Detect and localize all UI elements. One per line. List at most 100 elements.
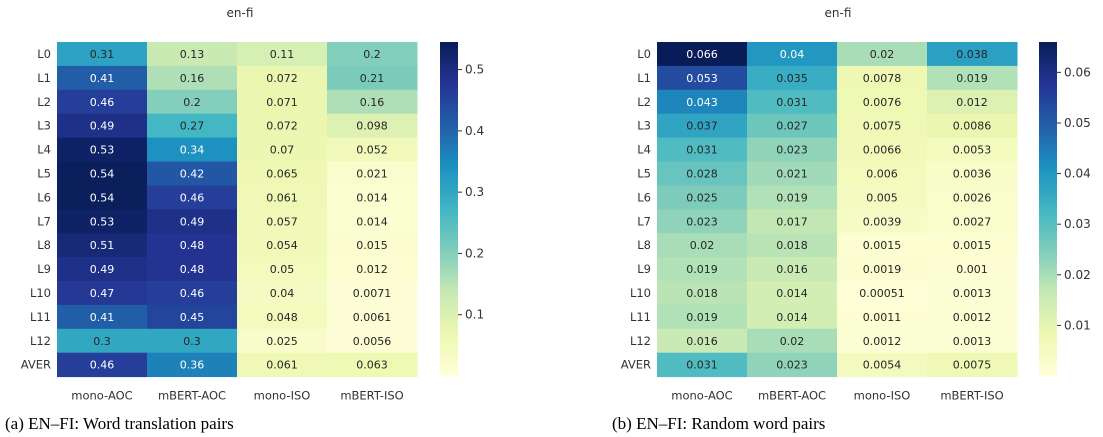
heatmap-cell <box>657 161 748 186</box>
y-tick-label: L1 <box>637 71 651 85</box>
cell-value-label: 0.021 <box>356 167 388 180</box>
cell-value-label: 0.2 <box>363 48 381 61</box>
heatmap-cell <box>57 233 148 258</box>
cell-value-label: 0.016 <box>686 335 718 348</box>
heatmap-cell <box>57 42 148 67</box>
heatmap-cell <box>237 257 328 282</box>
cell-value-label: 0.0056 <box>353 335 392 348</box>
heatmap-cell <box>747 137 838 162</box>
figure-caption: (a) EN–FI: Word translation pairs <box>5 414 234 433</box>
heatmap-cell <box>147 233 238 258</box>
cell-value-label: 0.49 <box>180 215 205 228</box>
cell-value-label: 0.005 <box>866 191 898 204</box>
cell-value-label: 0.038 <box>956 48 988 61</box>
heatmap-cell <box>747 65 838 91</box>
cell-value-label: 0.0066 <box>863 144 902 157</box>
heatmap-cell <box>927 137 1018 162</box>
cell-value-label: 0.018 <box>776 239 808 252</box>
heatmap-cell <box>837 113 928 139</box>
heatmap-cell <box>747 328 838 354</box>
cell-value-label: 0.072 <box>266 72 298 85</box>
heatmap-cell <box>147 185 238 210</box>
cell-value-label: 0.035 <box>776 72 808 85</box>
colorbar-tick-label: 0.01 <box>1064 318 1091 332</box>
heatmap-cell <box>237 304 328 330</box>
cell-value-label: 0.071 <box>266 96 298 109</box>
cell-value-label: 0.001 <box>956 263 988 276</box>
heatmap-cell <box>657 352 748 378</box>
x-tick-label: mBERT-AOC <box>158 389 226 403</box>
cell-value-label: 0.0027 <box>953 215 992 228</box>
colorbar-tick-label: 0.1 <box>465 308 484 322</box>
x-tick-label: mBERT-ISO <box>940 389 1003 403</box>
cell-value-label: 0.0013 <box>953 335 992 348</box>
heatmap-cell <box>147 352 238 378</box>
heatmap-cell <box>927 233 1018 258</box>
heatmap-cell <box>837 304 928 330</box>
x-tick-label: mBERT-AOC <box>758 389 826 403</box>
heatmap-cell <box>57 65 148 91</box>
heatmap-cell <box>927 352 1018 378</box>
heatmap-cell <box>927 113 1018 139</box>
heatmap-cell <box>657 281 748 306</box>
chart-title: en-fi <box>227 6 254 20</box>
heatmap-cell <box>657 328 748 354</box>
cell-value-label: 0.014 <box>356 191 388 204</box>
y-tick-label: L5 <box>637 166 651 180</box>
heatmap-cell <box>747 304 838 330</box>
cell-value-label: 0.46 <box>180 191 205 204</box>
heatmap-cell <box>57 328 148 354</box>
cell-value-label: 0.49 <box>90 263 115 276</box>
heatmap-cell <box>57 257 148 282</box>
cell-value-label: 0.53 <box>90 215 115 228</box>
y-tick-label: L10 <box>30 286 51 300</box>
heatmap-cell <box>747 209 838 234</box>
heatmap-cell <box>327 233 418 258</box>
heatmap-cell <box>57 304 148 330</box>
heatmap-cell <box>837 65 928 91</box>
cell-value-label: 0.13 <box>180 48 205 61</box>
heatmap-cell <box>237 281 328 306</box>
heatmap-panel-a: en-fi 0.31 0.13 0.11 0.2 0.41 0.16 0.072 0.21 0.4… <box>5 6 484 433</box>
heatmap-cell <box>837 257 928 282</box>
cell-value-label: 0.031 <box>776 96 808 109</box>
heatmap-cell <box>237 113 328 139</box>
heatmap-cell <box>57 209 148 234</box>
heatmap-cell <box>837 209 928 234</box>
y-tick-label: L6 <box>637 190 651 204</box>
colorbar-tick-label: 0.03 <box>1064 217 1091 231</box>
cell-value-label: 0.54 <box>90 167 115 180</box>
cell-value-label: 0.0075 <box>863 120 902 133</box>
figure-caption: (b) EN–FI: Random word pairs <box>612 414 825 433</box>
heatmap-cell <box>237 137 328 162</box>
cell-value-label: 0.048 <box>266 311 298 324</box>
cell-value-label: 0.025 <box>686 191 718 204</box>
heatmap-cell <box>57 352 148 378</box>
heatmap-cell <box>237 233 328 258</box>
heatmap-cell <box>327 65 418 91</box>
cell-value-label: 0.21 <box>360 72 385 85</box>
cell-value-label: 0.037 <box>686 120 718 133</box>
y-tick-label: L9 <box>37 262 51 276</box>
cell-value-label: 0.0039 <box>863 215 902 228</box>
cell-value-label: 0.031 <box>686 359 718 372</box>
heatmap-cell <box>927 304 1018 330</box>
cell-value-label: 0.3 <box>93 335 111 348</box>
y-tick-label: AVER <box>621 358 651 372</box>
cell-value-label: 0.42 <box>180 167 205 180</box>
heatmap-cell <box>327 113 418 139</box>
heatmap-cell <box>657 113 748 139</box>
heatmap-cell <box>747 233 838 258</box>
heatmap-cell <box>657 233 748 258</box>
heatmap-cell <box>657 42 748 67</box>
cell-value-label: 0.019 <box>956 72 988 85</box>
heatmap-cell <box>147 137 238 162</box>
cell-value-label: 0.54 <box>90 191 115 204</box>
cell-value-label: 0.53 <box>90 144 115 157</box>
cell-value-label: 0.41 <box>90 311 115 324</box>
heatmap-cell <box>927 42 1018 67</box>
y-tick-label: L9 <box>637 262 651 276</box>
cell-value-label: 0.04 <box>270 287 295 300</box>
heatmap-cell <box>147 281 238 306</box>
